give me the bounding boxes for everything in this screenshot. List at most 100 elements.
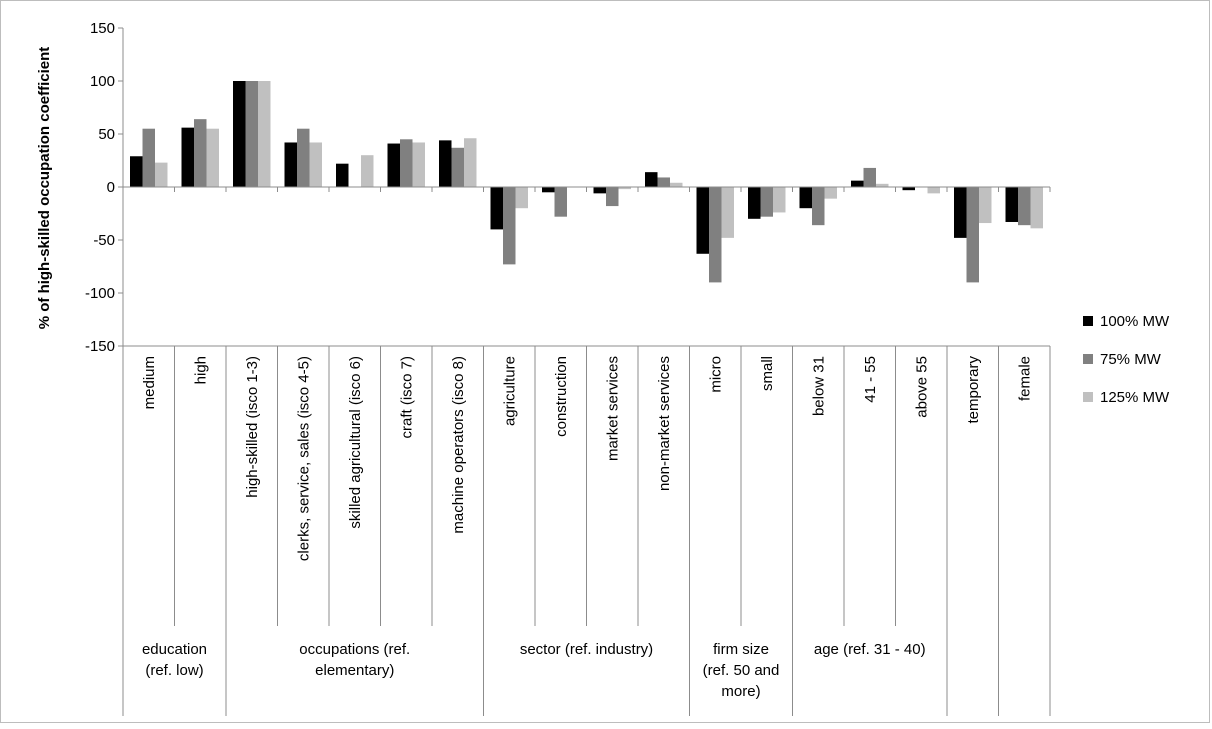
bar — [966, 187, 979, 283]
bar — [709, 187, 722, 283]
bar — [206, 128, 219, 187]
bar — [1005, 187, 1018, 222]
bar — [361, 155, 374, 187]
category-label: small — [759, 356, 776, 391]
bar — [748, 187, 761, 219]
legend-swatch — [1083, 354, 1093, 364]
bar — [194, 119, 207, 187]
category-label: craft (isco 7) — [398, 356, 415, 439]
bar — [439, 140, 452, 187]
axes — [122, 28, 1051, 716]
group-label: (ref. low) — [145, 662, 203, 679]
category-label: micro — [707, 356, 724, 393]
bar — [309, 142, 322, 187]
category-label: below 31 — [810, 356, 827, 416]
group-label: elementary) — [315, 662, 394, 679]
y-tick-label: -100 — [85, 285, 115, 302]
bar — [773, 187, 786, 213]
bar — [130, 156, 143, 187]
bar — [400, 139, 413, 187]
bar — [645, 172, 658, 187]
y-axis-title: % of high-skilled occupation coefficient — [36, 47, 53, 330]
bar — [490, 187, 503, 230]
bar — [721, 187, 734, 238]
bar — [851, 180, 864, 187]
bar — [258, 81, 271, 187]
category-label: high-skilled (isco 1-3) — [244, 356, 261, 498]
bar — [464, 138, 477, 187]
category-label: above 55 — [913, 356, 930, 418]
bar — [927, 187, 940, 194]
y-tick-label: 50 — [98, 126, 115, 143]
legend-label: 75% MW — [1100, 351, 1162, 368]
y-axis-title-group: % of high-skilled occupation coefficient — [36, 47, 53, 330]
bar — [863, 167, 876, 187]
bar — [696, 187, 709, 254]
bar — [245, 81, 258, 187]
group-label: more) — [721, 683, 760, 700]
y-tick-label: -150 — [85, 338, 115, 355]
bar — [824, 187, 837, 199]
y-tick-label: 150 — [90, 20, 115, 37]
y-axis-ticks: 150 100 50 0 -50 -100 -150 — [85, 20, 123, 355]
category-label: high — [192, 356, 209, 384]
group-label: education — [142, 641, 207, 658]
category-label: agriculture — [501, 356, 518, 426]
y-tick-label: 0 — [107, 179, 115, 196]
bar — [451, 147, 464, 187]
legend-label: 100% MW — [1100, 313, 1170, 330]
bar — [233, 81, 246, 187]
bar — [297, 128, 310, 187]
group-label: age (ref. 31 - 40) — [814, 641, 926, 658]
bar — [760, 187, 773, 217]
category-label: female — [1016, 356, 1033, 401]
category-label: construction — [553, 356, 570, 437]
bar — [142, 128, 155, 187]
bar — [954, 187, 967, 238]
group-label: sector (ref. industry) — [520, 641, 653, 658]
bar — [902, 187, 915, 191]
y-tick-label: 100 — [90, 73, 115, 90]
bar — [503, 187, 516, 265]
category-labels: medium high high-skilled (isco 1-3) clerks,… — [141, 356, 1034, 562]
bar — [155, 162, 168, 187]
bar — [412, 142, 425, 187]
bar — [515, 187, 528, 209]
category-label: clerks, service, sales (isco 4-5) — [295, 356, 312, 561]
legend-label: 125% MW — [1100, 389, 1170, 406]
bars — [130, 81, 1043, 283]
bar — [593, 187, 606, 194]
bar — [336, 163, 349, 187]
category-label: market services — [604, 356, 621, 461]
legend-swatch — [1083, 316, 1093, 326]
bar — [606, 187, 619, 207]
bar — [657, 177, 670, 187]
bar — [284, 142, 297, 187]
group-label: occupations (ref. — [299, 641, 410, 658]
category-label: skilled agricultural (isco 6) — [347, 356, 364, 529]
group-label: (ref. 50 and — [703, 662, 780, 679]
bar — [1030, 187, 1043, 229]
bar — [181, 127, 194, 187]
category-label: non-market services — [656, 356, 673, 491]
bar — [670, 182, 683, 187]
category-label: machine operators (isco 8) — [450, 356, 467, 534]
bar — [876, 183, 889, 187]
category-label: temporary — [965, 356, 982, 424]
bar — [554, 187, 567, 217]
category-label: medium — [141, 356, 158, 409]
group-labels: education (ref. low) occupations (ref. elem… — [142, 641, 926, 700]
group-label: firm size — [713, 641, 769, 658]
bar — [979, 187, 992, 224]
category-label: 41 - 55 — [862, 356, 879, 403]
bar — [812, 187, 825, 226]
bar — [542, 187, 555, 193]
bar — [799, 187, 812, 209]
legend: 100% MW 75% MW 125% MW — [1083, 313, 1170, 406]
legend-swatch — [1083, 392, 1093, 402]
bar — [1018, 187, 1031, 226]
bar — [618, 187, 631, 190]
y-tick-label: -50 — [93, 232, 115, 249]
